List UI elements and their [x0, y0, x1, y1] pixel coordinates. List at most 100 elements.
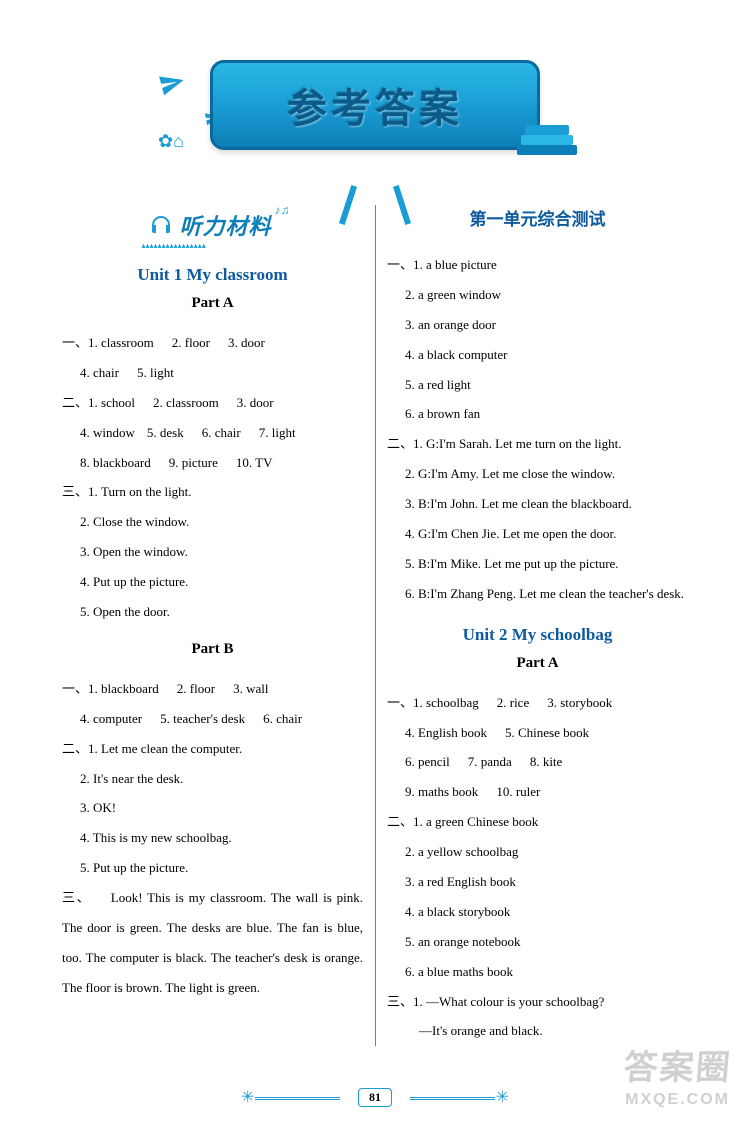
page-root: ✿⌂ 参考答案 听力材料 ♪♫ ▴▴▴▴▴▴▴▴▴▴▴▴▴▴▴▴: [0, 0, 750, 1127]
section-prefix: 二、: [387, 436, 413, 451]
answer-line: 3. a red English book: [387, 867, 688, 897]
answer-item: 1. G:I'm Sarah. Let me turn on the light…: [413, 436, 622, 451]
section-prefix: 二、: [62, 395, 88, 410]
answer-line: 3. an orange door: [387, 310, 688, 340]
answer-item: 3. wall: [233, 681, 268, 696]
answer-item: 2. a green window: [405, 287, 501, 302]
answer-item: 1. a blue picture: [413, 257, 497, 272]
answer-item: 2. classroom: [153, 395, 219, 410]
answer-line: 2. Close the window.: [62, 507, 363, 537]
answer-item: 10. TV: [236, 455, 273, 470]
answer-item: 2. rice: [497, 695, 529, 710]
answer-item: 1. school: [88, 395, 135, 410]
answer-line: 4. computer 5. teacher's desk 6. chair: [62, 704, 363, 734]
answer-item: 6. a blue maths book: [405, 964, 513, 979]
footer-ornament: ✳ 81 ✳: [265, 1087, 485, 1107]
answer-item: 9. picture: [169, 455, 218, 470]
answer-item: 6. chair: [263, 711, 302, 726]
answer-item: 2. G:I'm Amy. Let me close the window.: [405, 466, 615, 481]
answer-item: 3. storybook: [547, 695, 612, 710]
answer-paragraph: 三、 Look! This is my classroom. The wall …: [62, 883, 363, 1003]
left-column: 听力材料 ♪♫ ▴▴▴▴▴▴▴▴▴▴▴▴▴▴▴▴ Unit 1 My class…: [50, 205, 375, 1046]
section-prefix: 三、: [62, 890, 91, 905]
answer-item: 4. chair: [80, 365, 119, 380]
answer-item: 5. B:I'm Mike. Let me put up the picture…: [405, 556, 619, 571]
answer-item: 3. an orange door: [405, 317, 496, 332]
answer-line: 2. a green window: [387, 280, 688, 310]
answer-item: 4. a black storybook: [405, 904, 510, 919]
answer-line: 6. pencil7. panda8. kite: [387, 747, 688, 777]
answer-line: 一、1. schoolbag2. rice3. storybook: [387, 688, 688, 718]
answer-item: 4. a black computer: [405, 347, 508, 362]
answer-item: 4. Put up the picture.: [80, 574, 188, 589]
answer-line: 4. a black computer: [387, 340, 688, 370]
answer-item: 6. chair: [202, 425, 241, 440]
section-prefix: 三、: [62, 484, 88, 499]
answer-item: 5. an orange notebook: [405, 934, 521, 949]
answer-line: 2. It's near the desk.: [62, 764, 363, 794]
answer-line: 6. a brown fan: [387, 399, 688, 429]
answer-line: 3. OK!: [62, 793, 363, 823]
answer-line: 3. B:I'm John. Let me clean the blackboa…: [387, 489, 688, 519]
section-prefix: 二、: [62, 741, 88, 756]
answer-item: 10. ruler: [496, 784, 540, 799]
answer-line: 二、1. a green Chinese book: [387, 807, 688, 837]
right-column: 第一单元综合测试 一、1. a blue picture 2. a green …: [375, 205, 700, 1046]
answer-line: 一、1. classroom 2. floor 3. door: [62, 328, 363, 358]
answer-item: 9. maths book: [405, 784, 478, 799]
answer-line: 3. Open the window.: [62, 537, 363, 567]
answer-item: 2. a yellow schoolbag: [405, 844, 518, 859]
listening-label: 听力材料: [179, 209, 271, 241]
answer-item: 1. a green Chinese book: [413, 814, 538, 829]
answer-item: 8. blackboard: [80, 455, 151, 470]
answer-item: 2. Close the window.: [80, 514, 189, 529]
answer-line: 6. B:I'm Zhang Peng. Let me clean the te…: [387, 579, 688, 609]
answer-line: 2. a yellow schoolbag: [387, 837, 688, 867]
answer-item: 4. G:I'm Chen Jie. Let me open the door.: [405, 526, 616, 541]
content-columns: 听力材料 ♪♫ ▴▴▴▴▴▴▴▴▴▴▴▴▴▴▴▴ Unit 1 My class…: [50, 205, 700, 1046]
answer-item: 5. Open the door.: [80, 604, 170, 619]
answer-item: 1. blackboard: [88, 681, 159, 696]
answer-line: 一、1. blackboard2. floor3. wall: [62, 674, 363, 704]
answer-item: 3. door: [228, 335, 265, 350]
answer-line: 5. a red light: [387, 370, 688, 400]
answer-item: 5. teacher's desk: [160, 711, 245, 726]
answer-item: 4. computer: [80, 711, 142, 726]
answer-item: 7. light: [259, 425, 296, 440]
unit1-title: Unit 1 My classroom: [62, 265, 363, 285]
answer-line: 5. an orange notebook: [387, 927, 688, 957]
answer-line: 4. chair5. light: [62, 358, 363, 388]
windmill-right-icon: ✳: [496, 1087, 509, 1107]
listening-badge: 听力材料 ♪♫ ▴▴▴▴▴▴▴▴▴▴▴▴▴▴▴▴: [62, 205, 363, 245]
answer-line: 二、1. G:I'm Sarah. Let me turn on the lig…: [387, 429, 688, 459]
paper-plane-icon: [156, 67, 190, 106]
answer-item: 1. classroom: [88, 335, 154, 350]
answer-item: —It's orange and black.: [419, 1023, 543, 1038]
answer-line: 6. a blue maths book: [387, 957, 688, 987]
answer-line: 二、1. Let me clean the computer.: [62, 734, 363, 764]
music-notes-icon: ♪♫: [275, 203, 290, 218]
answer-item: 4. window: [80, 425, 135, 440]
answer-item: 5. desk: [147, 425, 184, 440]
answer-item: 4. English book: [405, 725, 487, 740]
answer-line: 4. G:I'm Chen Jie. Let me open the door.: [387, 519, 688, 549]
unit1-part-b: Part B: [62, 641, 363, 658]
answer-item: 8. kite: [530, 754, 563, 769]
answer-item: 2. floor: [172, 335, 210, 350]
answer-item: 5. a red light: [405, 377, 471, 392]
answer-item: 4. This is my new schoolbag.: [80, 830, 232, 845]
header-banner: ✿⌂ 参考答案: [50, 30, 700, 180]
answer-item: 1. Turn on the light.: [88, 484, 192, 499]
answer-item: 3. door: [237, 395, 274, 410]
answer-text: Look! This is my classroom. The wall is …: [62, 890, 363, 995]
answer-item: 1. Let me clean the computer.: [88, 741, 242, 756]
section-prefix: 一、: [387, 257, 413, 272]
unit2-title: Unit 2 My schoolbag: [387, 625, 688, 645]
unit2-part-a: Part A: [387, 655, 688, 672]
answer-line: 4. a black storybook: [387, 897, 688, 927]
watermark-url: MXQE.COM: [625, 1091, 730, 1109]
section-prefix: 一、: [62, 335, 88, 350]
answer-line: 9. maths book 10. ruler: [387, 777, 688, 807]
section-prefix: 一、: [62, 681, 88, 696]
answer-item: 3. Open the window.: [80, 544, 188, 559]
